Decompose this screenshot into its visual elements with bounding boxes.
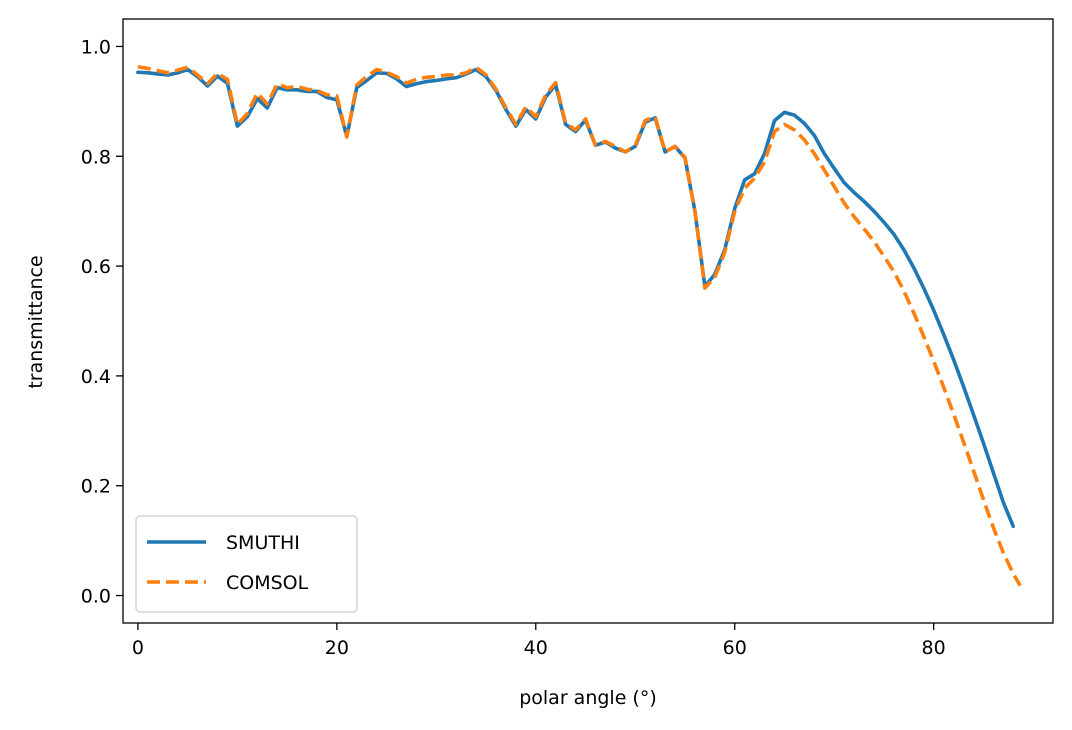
y-tick-label: 0.0	[81, 586, 111, 608]
y-tick-label: 0.6	[81, 256, 111, 278]
y-tick-label: 0.8	[81, 146, 111, 168]
legend-label-smuthi: SMUTHI	[226, 532, 300, 554]
y-tick-label: 1.0	[81, 36, 111, 58]
x-tick-label: 80	[922, 637, 946, 659]
y-tick-label: 0.4	[81, 366, 111, 388]
x-tick-label: 60	[723, 637, 747, 659]
series-line-comsol	[137, 64, 1022, 587]
legend-box	[135, 515, 358, 613]
x-tick-label: 20	[325, 637, 349, 659]
x-tick-label: 0	[132, 637, 144, 659]
series-layer	[136, 64, 1022, 587]
legend: SMUTHI COMSOL	[135, 515, 358, 613]
plot-frame	[122, 18, 1054, 624]
x-axis-label: polar angle (°)	[519, 687, 657, 709]
x-tick-label: 40	[524, 637, 548, 659]
y-tick-label: 0.2	[81, 476, 111, 498]
x-ticks: 0 20 40 60 80	[132, 623, 946, 659]
y-axis-label: transmittance	[25, 255, 47, 388]
legend-label-comsol: COMSOL	[226, 572, 309, 594]
y-ticks: 0.0 0.2 0.4 0.6 0.8 1.0	[81, 36, 123, 608]
